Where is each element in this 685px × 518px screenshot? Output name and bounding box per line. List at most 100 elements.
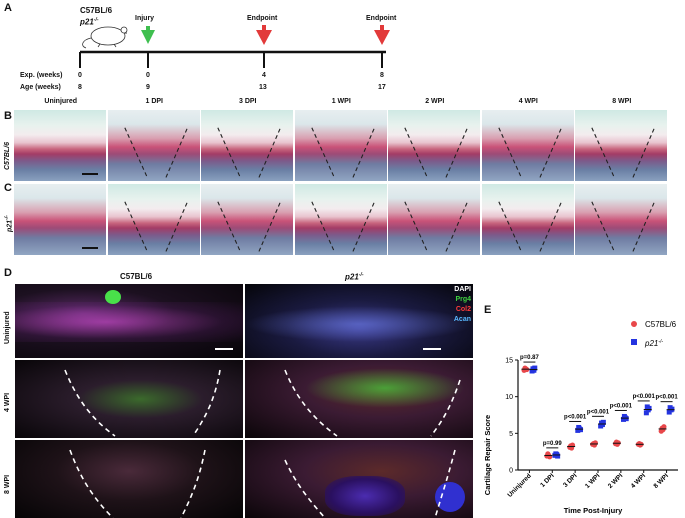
panel-a-label: A	[4, 2, 12, 14]
fluor-c57-4wpi	[15, 360, 243, 438]
histo-tile-p21	[14, 184, 106, 255]
panel-d-label: D	[4, 267, 12, 279]
legend-marker-p21	[631, 339, 637, 345]
histo-column-header: 8 WPI	[612, 98, 632, 105]
exp-row-label: Exp. (weeks)	[20, 72, 63, 79]
repair-score-chart: 0 5 10 15 Uninjured 1 DPI 3 DPI 1 WPI 2 WPI 4 WPI…	[483, 320, 678, 515]
data-point-p21	[669, 406, 675, 412]
p-value-label: p<0.001	[633, 394, 656, 400]
exp-value: 0	[146, 72, 150, 79]
injury-arrow-icon	[141, 26, 155, 44]
mouse-icon	[82, 26, 128, 49]
histo-tile-p21	[481, 184, 574, 255]
legend-label-p21: p21-/-	[644, 339, 663, 348]
stain-col2: Col2	[455, 306, 471, 313]
event-endpoint: Endpoint	[247, 15, 278, 22]
data-point-p21	[555, 453, 561, 459]
panel-b-label: B	[4, 110, 12, 122]
y-tick-label: 0	[509, 468, 513, 475]
y-tick-label: 5	[509, 431, 513, 438]
data-point-p21	[577, 427, 583, 433]
histo-tile-c57	[481, 110, 574, 181]
histo-column-header: Uninjured	[44, 98, 78, 105]
p-value-label: p<0.001	[587, 409, 610, 415]
histo-tile-c57	[294, 110, 387, 181]
histo-tile-p21	[388, 184, 480, 255]
age-row-label: Age (weeks)	[20, 84, 61, 91]
event-injury: Injury	[135, 15, 155, 22]
histo-tile-p21	[294, 184, 387, 255]
p-value-label: p<0.001	[610, 403, 633, 409]
fluor-p21-uninjured	[245, 284, 473, 358]
x-tick-label: 8 WPI	[653, 472, 671, 490]
x-tick-label: 4 WPI	[630, 472, 648, 490]
x-tick-label: 3 DPI	[562, 472, 579, 489]
data-point-p21	[600, 419, 606, 425]
data-point-c57	[592, 440, 598, 446]
d-col-c57: C57BL/6	[120, 272, 153, 281]
event-endpoint: Endpoint	[366, 15, 397, 22]
age-value: 17	[378, 84, 386, 91]
data-point-p21	[623, 416, 629, 422]
strain-label: C57BL/6	[80, 6, 113, 15]
x-tick-label: 2 WPI	[607, 472, 625, 490]
histo-tile-c57	[14, 110, 106, 181]
data-point-c57	[661, 424, 667, 430]
fluor-c57-uninjured	[15, 284, 243, 358]
exp-value: 4	[262, 72, 266, 79]
age-value: 13	[259, 84, 267, 91]
endpoint-arrow-icon	[256, 25, 272, 45]
x-tick-label: 1 WPI	[584, 472, 602, 490]
histo-column-header: 1 DPI	[145, 98, 163, 105]
histo-tile-p21	[201, 184, 293, 255]
p-value-label: p<0.001	[564, 414, 587, 420]
histo-tile-c57	[388, 110, 480, 181]
exp-value: 8	[380, 72, 384, 79]
histo-column-header: 3 DPI	[238, 98, 257, 105]
histo-column-header: 2 WPI	[425, 98, 445, 105]
p-value-label: p=0.99	[543, 441, 563, 447]
strain2-label: p21-/-	[80, 17, 99, 27]
age-value: 8	[78, 84, 82, 91]
data-point-p21	[643, 410, 649, 416]
endpoint-arrow-icon	[374, 25, 390, 45]
x-axis-title: Time Post-Injury	[564, 506, 623, 515]
histo-tile-c57	[201, 110, 293, 181]
d-col-p21: p21-/-	[345, 272, 364, 282]
data-point-c57	[547, 454, 553, 460]
histo-tile-c57	[107, 110, 200, 181]
histo-tile-c57	[575, 110, 667, 181]
d-row-uninjured: Uninjured	[4, 311, 11, 344]
exp-value: 0	[78, 72, 82, 79]
x-tick-label: 1 DPI	[539, 472, 556, 489]
data-point-p21	[532, 365, 538, 371]
age-value: 9	[146, 84, 150, 91]
x-tick-label: Uninjured	[506, 472, 532, 498]
fluor-p21-4wpi	[245, 360, 473, 438]
histo-column-header: 1 WPI	[331, 98, 351, 105]
timeline-diagram	[79, 25, 390, 68]
histo-tile-p21	[107, 184, 200, 255]
p-value-label: p=0.87	[520, 355, 540, 361]
histo-column-header: 4 WPI	[518, 98, 538, 105]
stain-acan: Acan	[453, 316, 471, 323]
stain-legend: DAPI Prg4 Col2 Acan	[433, 285, 471, 325]
stain-dapi: DAPI	[454, 286, 471, 293]
fluor-p21-8wpi	[245, 440, 473, 518]
y-tick-label: 10	[505, 394, 513, 401]
chart-legend: C57BL/6 p21-/-	[631, 320, 677, 348]
panel-e-label: E	[484, 304, 492, 316]
row-label-p21: p21-/-	[4, 215, 14, 232]
legend-marker-c57	[631, 321, 637, 327]
data-point-p21	[646, 405, 652, 411]
d-row-8wpi: 8 WPI	[4, 474, 11, 494]
fluor-c57-8wpi	[15, 440, 243, 518]
stain-prg4: Prg4	[455, 296, 471, 303]
histo-tile-p21	[575, 184, 667, 255]
y-tick-label: 15	[505, 358, 513, 365]
p-value-label: p<0.001	[655, 395, 678, 401]
panel-c-label: C	[4, 182, 12, 194]
legend-label-c57: C57BL/6	[645, 320, 677, 329]
y-axis-title: Cartilage Repair Score	[483, 415, 492, 495]
d-row-4wpi: 4 WPI	[4, 392, 11, 412]
